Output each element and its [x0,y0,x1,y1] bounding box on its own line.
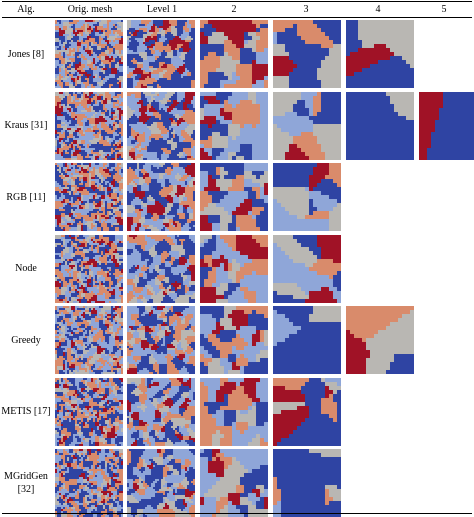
header-rule [2,17,472,18]
level-1-partition-image [127,235,195,303]
level-3-partition-image [273,235,341,303]
level-3-partition-image [273,163,341,231]
level-1-partition-image [127,449,195,517]
header-level-4: 4 [342,3,414,17]
row-label: Greedy [0,306,52,374]
orig-mesh-image [55,92,123,160]
header-level-3: 3 [270,3,342,17]
level-2-partition-image [200,20,268,88]
row-label: MGridGen [32] [0,449,52,517]
level-1-partition-image [127,20,195,88]
orig-mesh-image [55,163,123,231]
level-2-partition-image [200,92,268,160]
level-1-partition-image [127,92,195,160]
row-label: Kraus [31] [0,92,52,160]
level-4-partition-image [346,92,414,160]
row-label: METIS [17] [0,378,52,446]
header-level-2: 2 [198,3,270,17]
level-2-partition-image [200,306,268,374]
header-orig-mesh: Orig. mesh [54,3,126,17]
level-3-partition-image [273,306,341,374]
level-3-partition-image [273,92,341,160]
level-2-partition-image [200,449,268,517]
level-1-partition-image [127,306,195,374]
level-3-partition-image [273,378,341,446]
orig-mesh-image [55,378,123,446]
level-3-partition-image [273,449,341,517]
level-2-partition-image [200,378,268,446]
level-1-partition-image [127,378,195,446]
header-level-1: Level 1 [126,3,198,17]
level-5-partition-image [419,92,474,160]
orig-mesh-image [55,20,123,88]
level-4-partition-image [346,306,414,374]
row-label: RGB [11] [0,163,52,231]
top-rule [2,1,472,2]
row-label: Jones [8] [0,20,52,88]
header-alg: Alg. [0,3,52,17]
orig-mesh-image [55,235,123,303]
level-3-partition-image [273,20,341,88]
level-4-partition-image [346,20,414,88]
row-label: Node [0,235,52,303]
bottom-rule [2,513,472,514]
level-1-partition-image [127,163,195,231]
level-2-partition-image [200,163,268,231]
orig-mesh-image [55,449,123,517]
header-level-5: 5 [414,3,474,17]
orig-mesh-image [55,306,123,374]
level-2-partition-image [200,235,268,303]
